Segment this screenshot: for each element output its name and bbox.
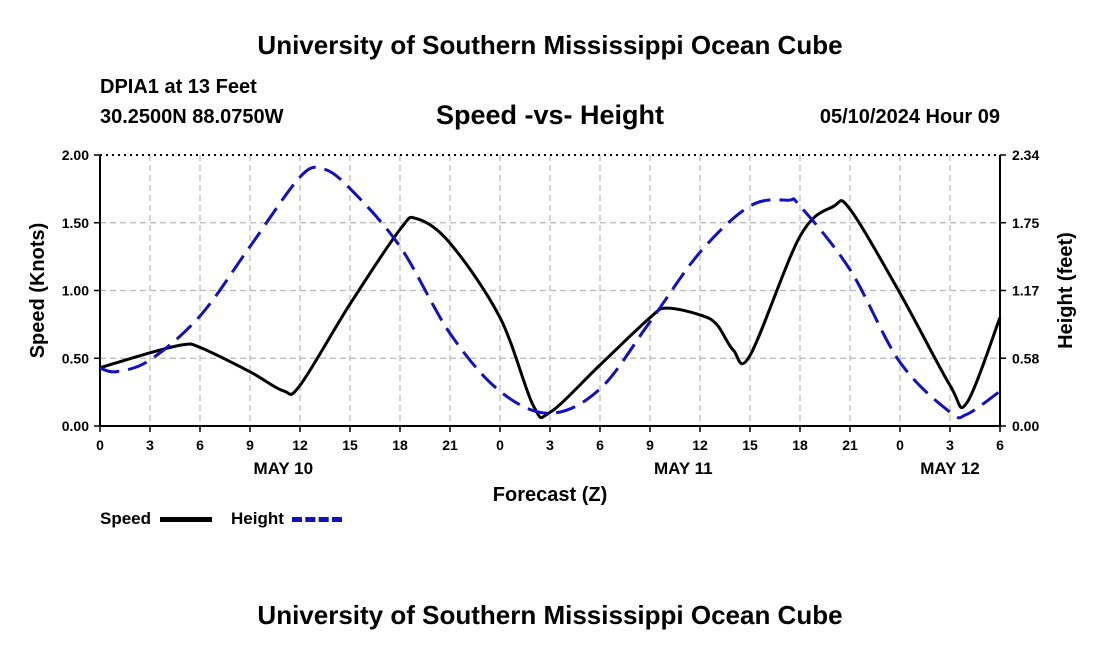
x-tick-label: 21 <box>842 437 858 453</box>
x-tick-label: 9 <box>646 437 654 453</box>
x-tick-label: 21 <box>442 437 458 453</box>
x-tick-label: 6 <box>996 437 1004 453</box>
left-axis-title: Speed (Knots) <box>27 223 49 359</box>
right-tick-label: 1.17 <box>1012 283 1039 299</box>
x-tick-label: 3 <box>146 437 154 453</box>
x-tick-label: 9 <box>246 437 254 453</box>
x-tick-label: 0 <box>896 437 904 453</box>
chart-title: Speed -vs- Height <box>435 100 665 130</box>
x-tick-label: 15 <box>742 437 758 453</box>
x-date-label: MAY 11 <box>654 459 713 478</box>
x-tick-label: 0 <box>496 437 504 453</box>
x-tick-label: 6 <box>596 437 604 453</box>
datetime-label: 05/10/2024 Hour 09 <box>819 106 1000 128</box>
x-date-label: MAY 10 <box>254 459 314 478</box>
height-series-line <box>99 165 1001 420</box>
right-tick-label: 2.34 <box>1012 147 1039 163</box>
x-tick-label: 12 <box>292 437 308 453</box>
station-label: DPIA1 at 13 Feet <box>100 76 257 98</box>
footer-title: University of Southern Mississippi Ocean… <box>257 600 843 630</box>
x-date-label: MAY 12 <box>920 459 980 478</box>
x-axis-title: Forecast (Z) <box>493 484 607 506</box>
left-tick-label: 0.00 <box>62 418 89 434</box>
coordinates-label: 30.2500N 88.0750W <box>100 106 284 128</box>
x-tick-label: 18 <box>392 437 408 453</box>
left-tick-label: 0.50 <box>62 350 89 366</box>
legend-speed-label: Speed <box>100 509 152 528</box>
legend-height-label: Height <box>231 509 284 528</box>
legend-height-swatch <box>292 517 342 522</box>
left-tick-label: 1.00 <box>62 283 89 299</box>
main-title: University of Southern Mississippi Ocean… <box>257 30 843 60</box>
x-tick-label: 3 <box>546 437 554 453</box>
x-tick-label: 12 <box>692 437 708 453</box>
right-axis-title: Height (feet) <box>1055 232 1077 349</box>
x-tick-label: 3 <box>946 437 954 453</box>
speed-series-line <box>99 199 1002 420</box>
x-tick-label: 0 <box>96 437 104 453</box>
left-tick-label: 2.00 <box>62 147 89 163</box>
right-tick-label: 0.00 <box>1012 418 1039 434</box>
right-tick-label: 1.75 <box>1012 215 1039 231</box>
x-tick-label: 15 <box>342 437 358 453</box>
legend-speed-swatch <box>160 517 212 522</box>
x-tick-label: 18 <box>792 437 808 453</box>
right-tick-label: 0.58 <box>1012 350 1039 366</box>
x-tick-label: 6 <box>196 437 204 453</box>
left-tick-label: 1.50 <box>62 215 89 231</box>
